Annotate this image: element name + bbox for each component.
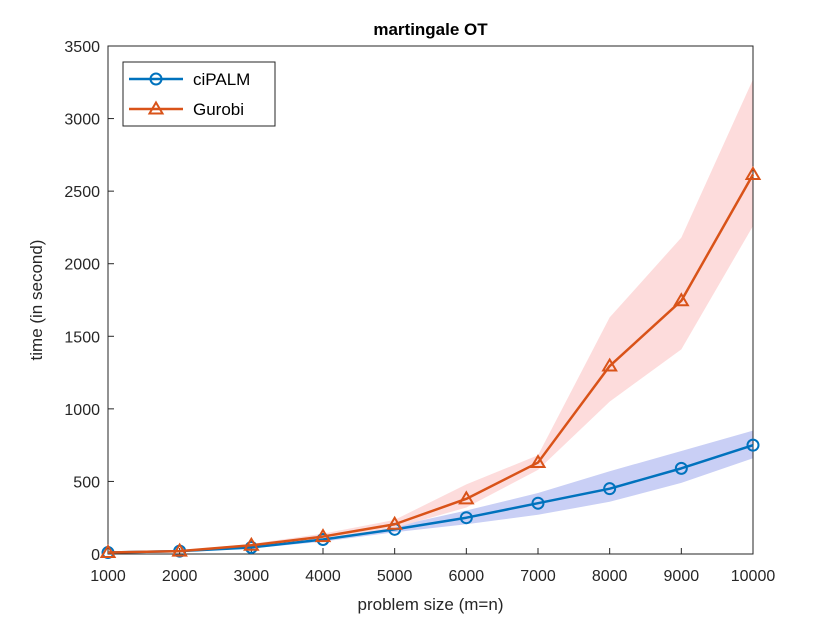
data-point-gurobi — [458, 490, 475, 505]
x-tick-label: 5000 — [377, 568, 413, 585]
y-tick-label: 2500 — [64, 184, 100, 201]
data-point-gurobi — [243, 536, 260, 551]
data-point-cipalm — [674, 461, 688, 475]
plot-area-box — [107, 45, 754, 555]
axis-ticks — [107, 45, 754, 555]
x-tick-label: 1000 — [90, 568, 126, 585]
x-tick-label: 4000 — [305, 568, 341, 585]
legend-marker-cipalm — [149, 72, 163, 86]
y-tick-label: 1500 — [64, 329, 100, 346]
y-tick-label: 3500 — [64, 39, 100, 56]
data-point-cipalm — [603, 482, 617, 496]
data-point-gurobi — [673, 292, 690, 307]
data-point-cipalm — [459, 511, 473, 525]
legend-label-gurobi: Gurobi — [193, 100, 244, 119]
x-tick-label: 9000 — [664, 568, 700, 585]
data-point-gurobi — [744, 165, 762, 180]
series-line-gurobi — [107, 173, 755, 554]
x-tick-label: 6000 — [449, 568, 485, 585]
legend-box — [122, 61, 276, 127]
x-tick-label: 8000 — [592, 568, 628, 585]
y-tick-label: 500 — [73, 474, 100, 491]
data-point-gurobi — [386, 515, 403, 530]
data-point-gurobi — [601, 357, 618, 372]
data-point-cipalm — [531, 496, 545, 510]
x-tick-label: 2000 — [162, 568, 198, 585]
data-point-gurobi — [171, 542, 188, 557]
y-tick-label: 2000 — [64, 257, 100, 274]
x-axis-title: problem size (m=n) — [358, 595, 504, 614]
confidence-bands — [108, 79, 753, 553]
x-tick-label: 3000 — [234, 568, 270, 585]
legend-marker-gurobi — [147, 100, 165, 115]
series-lines — [99, 165, 762, 560]
y-tick-label: 3000 — [64, 112, 100, 129]
data-point-gurobi — [314, 528, 332, 543]
data-point-cipalm — [746, 438, 760, 452]
band-cipalm — [108, 430, 753, 553]
y-tick-label: 0 — [91, 547, 100, 564]
x-tick-labels: 1000 2000 3000 4000 5000 6000 7000 8000 9000 1000… — [90, 568, 775, 585]
data-point-gurobi — [529, 454, 547, 469]
legend-label-cipalm: ciPALM — [193, 70, 250, 89]
x-tick-label: 10000 — [731, 568, 776, 585]
data-point-gurobi — [99, 544, 117, 559]
x-tick-label: 7000 — [520, 568, 556, 585]
legend: ciPALM Gurobi — [122, 61, 276, 127]
y-axis-title: time (in second) — [27, 240, 46, 361]
y-tick-labels: 0 500 1000 1500 2000 2500 3000 3500 — [64, 39, 100, 564]
chart-title: martingale OT — [373, 20, 488, 39]
band-gurobi — [108, 79, 753, 553]
y-tick-label: 1000 — [64, 402, 100, 419]
